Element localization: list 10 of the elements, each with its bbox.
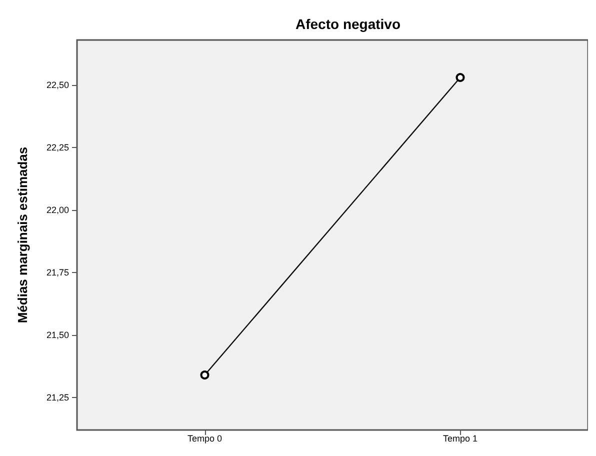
x-tick-label: Tempo 1 xyxy=(442,434,478,444)
y-axis-title: Médias marginais estimadas xyxy=(15,146,30,324)
y-tick-label: 21,75 xyxy=(46,268,69,278)
chart-title: Afecto negativo xyxy=(295,16,401,32)
y-tick-label: 22,00 xyxy=(46,205,69,215)
y-tick-label: 21,25 xyxy=(46,392,69,402)
y-tick-label: 22,25 xyxy=(46,142,69,152)
y-tick-label: 22,50 xyxy=(46,80,69,90)
y-tick-label: 21,50 xyxy=(46,330,69,340)
x-tick-label: Tempo 0 xyxy=(187,434,222,444)
